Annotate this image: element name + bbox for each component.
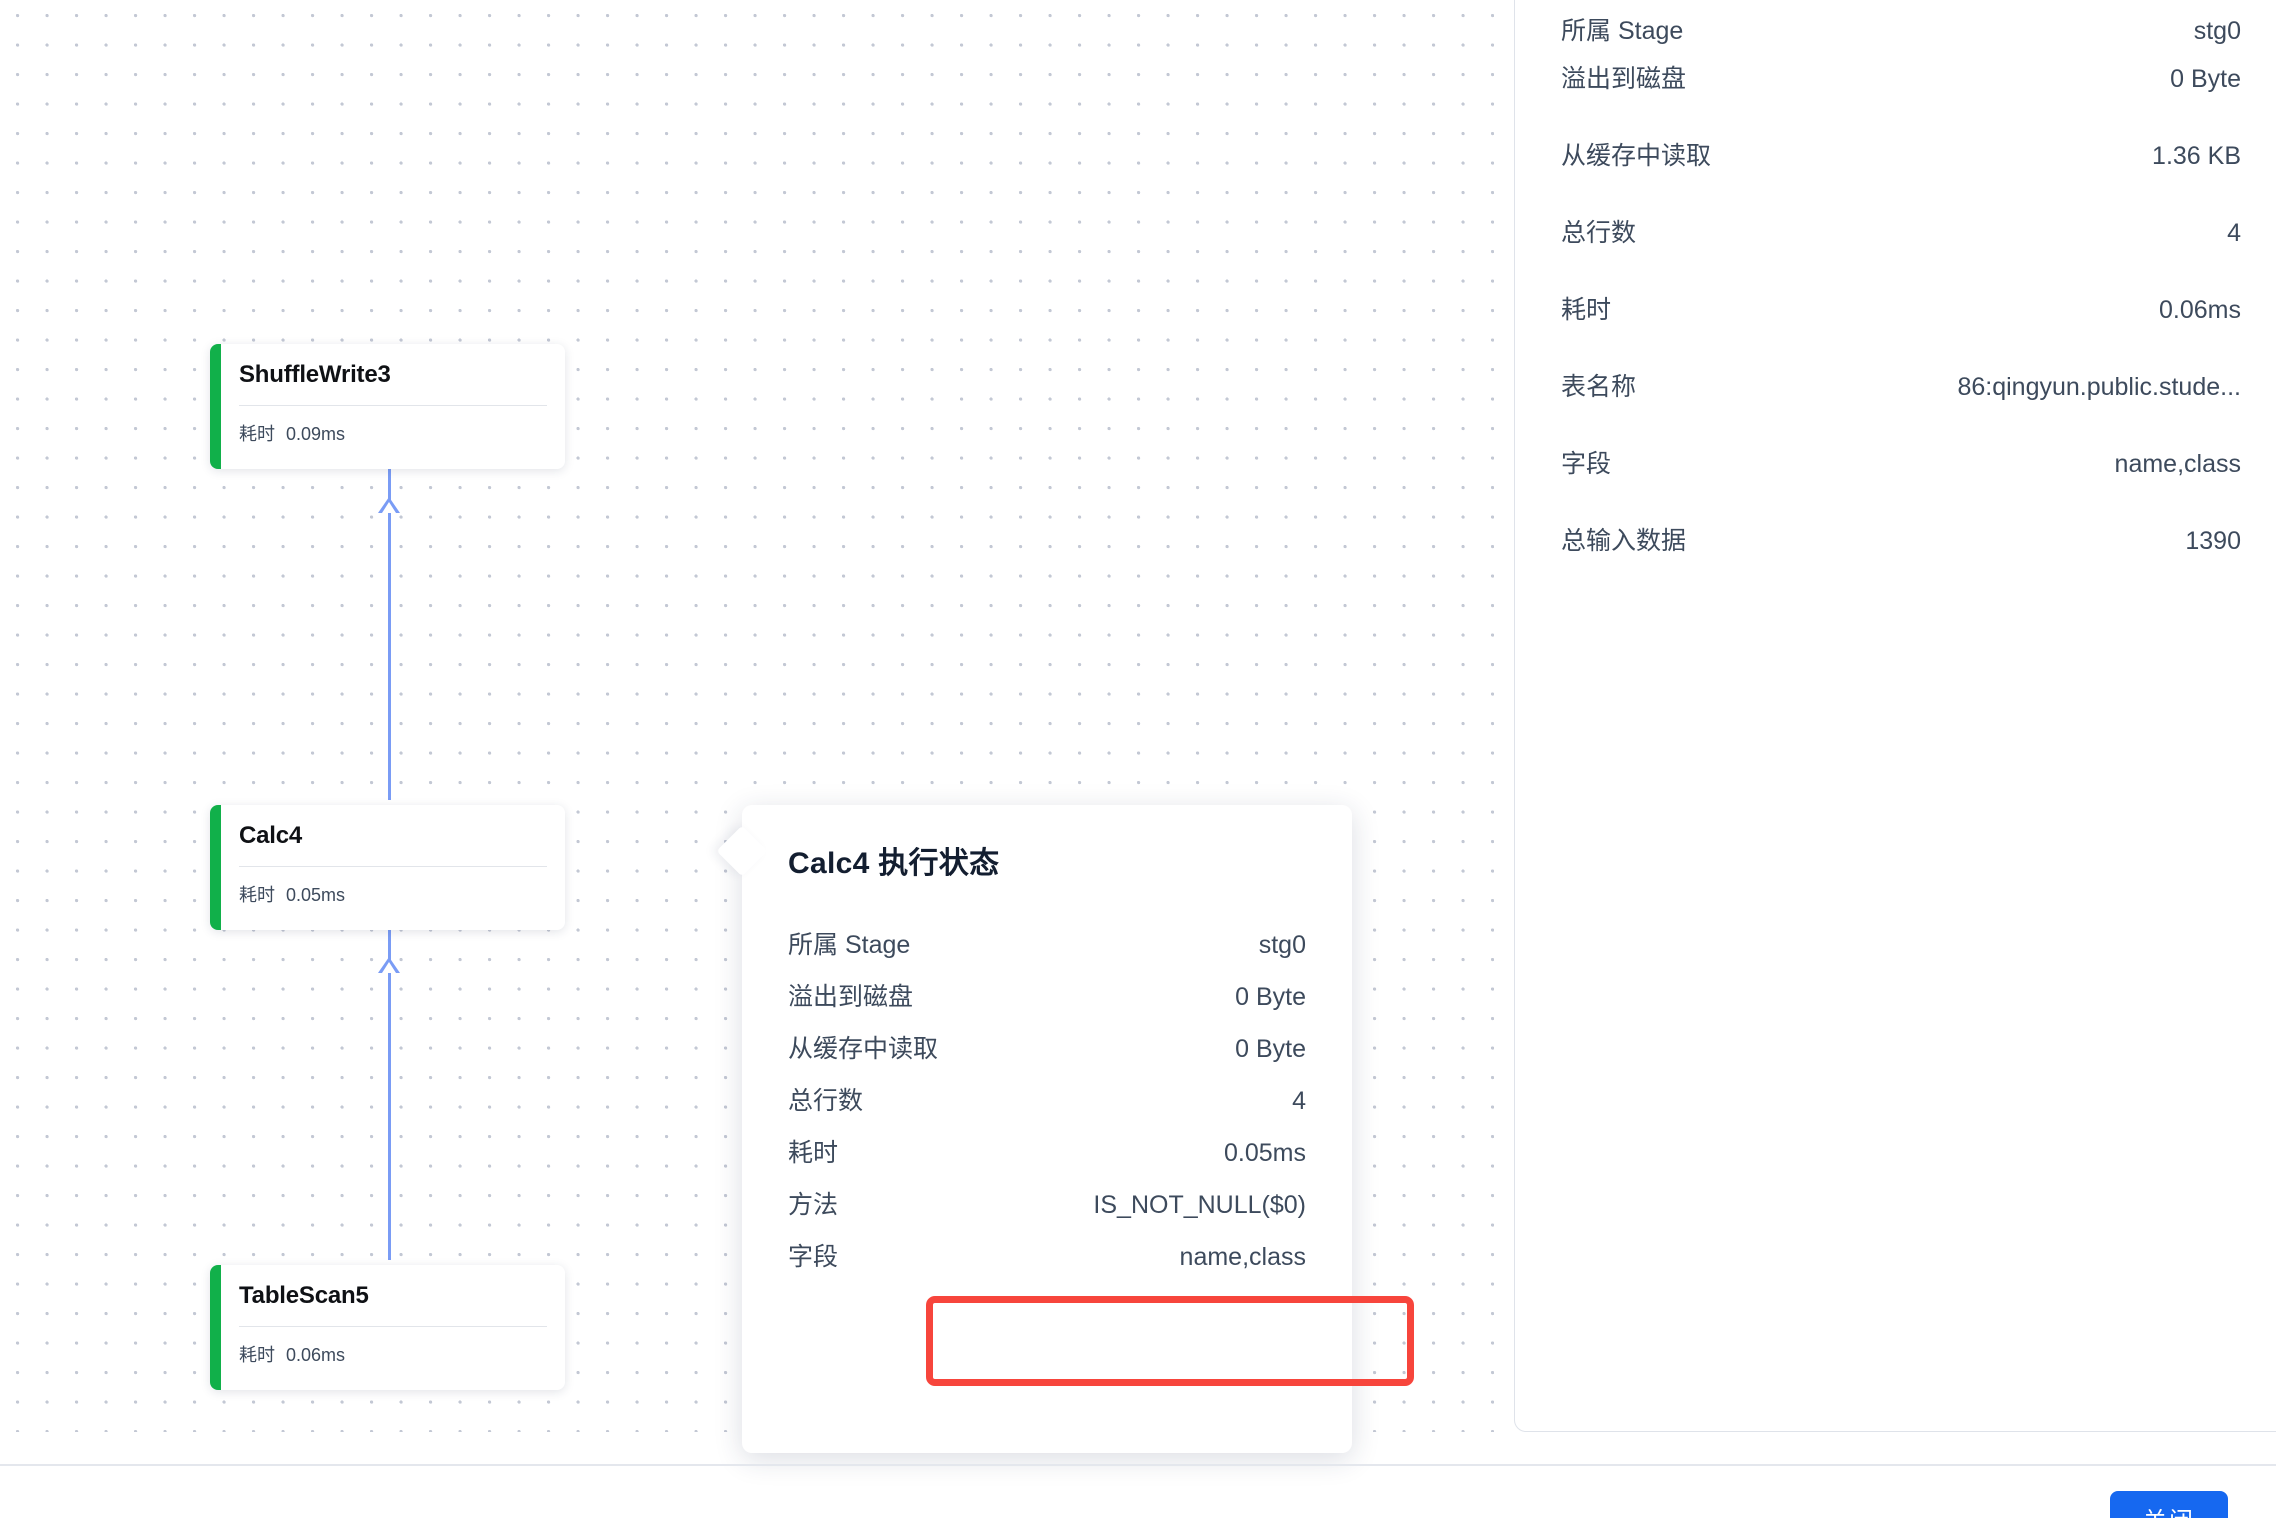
panel-row-key: 从缓存中读取 (1561, 142, 1712, 170)
panel-row-key: 耗时 (1561, 296, 1612, 324)
panel-row-value: name,class (2114, 450, 2241, 478)
popup-row-value: 0 Byte (1235, 983, 1306, 1011)
popup-row-key: 从缓存中读取 (788, 1035, 939, 1063)
plan-graph-canvas[interactable]: ShuffleWrite3 耗时 0.09ms Calc4 耗时 0.05ms (0, 0, 1494, 1432)
popup-row-total-rows: 总行数 4 (788, 1081, 1306, 1133)
panel-row-fields: 字段 name,class (1561, 444, 2241, 521)
panel-row-duration: 耗时 0.06ms (1561, 290, 2241, 367)
popup-row-spill-to-disk: 溢出到磁盘 0 Byte (788, 977, 1306, 1029)
panel-row-value: 0 Byte (2170, 65, 2241, 93)
graph-node-tablescan5[interactable]: TableScan5 耗时 0.06ms (210, 1265, 565, 1390)
node-metric-label: 耗时 (239, 424, 275, 444)
panel-row-table-name: 表名称 86:qingyun.public.stude... (1561, 367, 2241, 444)
node-title: ShuffleWrite3 (239, 361, 391, 388)
node-divider (239, 405, 547, 406)
panel-row-stage: 所属 Stage stg0 (1561, 0, 2241, 59)
panel-row-key: 溢出到磁盘 (1561, 65, 1687, 93)
panel-row-key: 总输入数据 (1561, 527, 1687, 555)
popup-row-value: stg0 (1258, 931, 1306, 959)
panel-row-value: 1.36 KB (2152, 142, 2241, 170)
node-body: ShuffleWrite3 耗时 0.09ms (221, 344, 565, 469)
popup-row-value: 0 Byte (1235, 1035, 1306, 1063)
node-divider (239, 1326, 547, 1327)
node-metric-value: 0.05ms (286, 885, 346, 905)
node-metric-value: 0.09ms (286, 424, 346, 444)
edge-tablescan5-to-calc4 (388, 928, 391, 1260)
popup-row-key: 耗时 (788, 1139, 839, 1167)
popup-title: Calc4 执行状态 (788, 847, 1000, 880)
node-status-bar (210, 1265, 221, 1390)
panel-row-key: 表名称 (1561, 373, 1637, 401)
edge-arrow-up-to-calc4 (378, 957, 400, 973)
panel-row-key: 所属 Stage (1561, 17, 1684, 45)
node-title: Calc4 (239, 822, 303, 849)
graph-node-calc4[interactable]: Calc4 耗时 0.05ms (210, 805, 565, 930)
panel-row-value: 4 (2227, 219, 2241, 247)
node-metric: 耗时 0.06ms (239, 1341, 547, 1367)
node-body: TableScan5 耗时 0.06ms (221, 1265, 565, 1390)
node-divider (239, 866, 547, 867)
popup-row-key: 总行数 (788, 1087, 864, 1115)
panel-row-key: 总行数 (1561, 219, 1637, 247)
popup-row-key: 所属 Stage (788, 931, 911, 959)
panel-row-value: 86:qingyun.public.stude... (1957, 373, 2241, 401)
stage-detail-panel: 所属 Stage stg0 溢出到磁盘 0 Byte 从缓存中读取 1.36 K… (1514, 0, 2276, 1432)
close-button[interactable]: 关闭 (2110, 1491, 2228, 1518)
popup-row-value: 4 (1292, 1087, 1306, 1115)
node-metric-label: 耗时 (239, 1345, 275, 1365)
popup-detail-list: 所属 Stage stg0 溢出到磁盘 0 Byte 从缓存中读取 0 Byte… (788, 925, 1306, 1289)
popup-row-value: 0.05ms (1224, 1139, 1306, 1167)
node-metric: 耗时 0.09ms (239, 420, 547, 446)
popup-row-method: 方法 IS_NOT_NULL($0) (788, 1185, 1306, 1237)
panel-row-spill-to-disk: 溢出到磁盘 0 Byte (1561, 59, 2241, 136)
node-title: TableScan5 (239, 1282, 369, 1309)
node-detail-popup[interactable]: Calc4 执行状态 所属 Stage stg0 溢出到磁盘 0 Byte 从缓… (716, 805, 1352, 1453)
panel-row-total-rows: 总行数 4 (1561, 213, 2241, 290)
node-body: Calc4 耗时 0.05ms (221, 805, 565, 930)
panel-row-key: 字段 (1561, 450, 1612, 478)
popup-row-key: 方法 (788, 1191, 839, 1219)
node-metric-label: 耗时 (239, 885, 275, 905)
popup-row-key: 溢出到磁盘 (788, 983, 914, 1011)
node-status-bar (210, 805, 221, 930)
footer-divider (0, 1464, 2276, 1466)
edge-calc4-to-shufflewrite3 (388, 468, 391, 800)
popup-row-value: IS_NOT_NULL($0) (1093, 1191, 1306, 1219)
popup-row-value: name,class (1179, 1243, 1306, 1271)
panel-row-value: stg0 (2193, 17, 2241, 45)
popup-row-read-from-cache: 从缓存中读取 0 Byte (788, 1029, 1306, 1081)
panel-row-total-input-data: 总输入数据 1390 (1561, 521, 2241, 598)
graph-node-shufflewrite3[interactable]: ShuffleWrite3 耗时 0.09ms (210, 344, 565, 469)
panel-row-read-from-cache: 从缓存中读取 1.36 KB (1561, 136, 2241, 213)
popup-row-key: 字段 (788, 1243, 839, 1271)
popup-row-fields: 字段 name,class (788, 1237, 1306, 1289)
popup-row-duration: 耗时 0.05ms (788, 1133, 1306, 1185)
node-metric-value: 0.06ms (286, 1345, 346, 1365)
panel-row-value: 0.06ms (2159, 296, 2241, 324)
popup-row-stage: 所属 Stage stg0 (788, 925, 1306, 977)
node-status-bar (210, 344, 221, 469)
node-metric: 耗时 0.05ms (239, 881, 547, 907)
panel-row-value: 1390 (2185, 527, 2241, 555)
edge-arrow-up-to-shufflewrite3 (378, 497, 400, 513)
